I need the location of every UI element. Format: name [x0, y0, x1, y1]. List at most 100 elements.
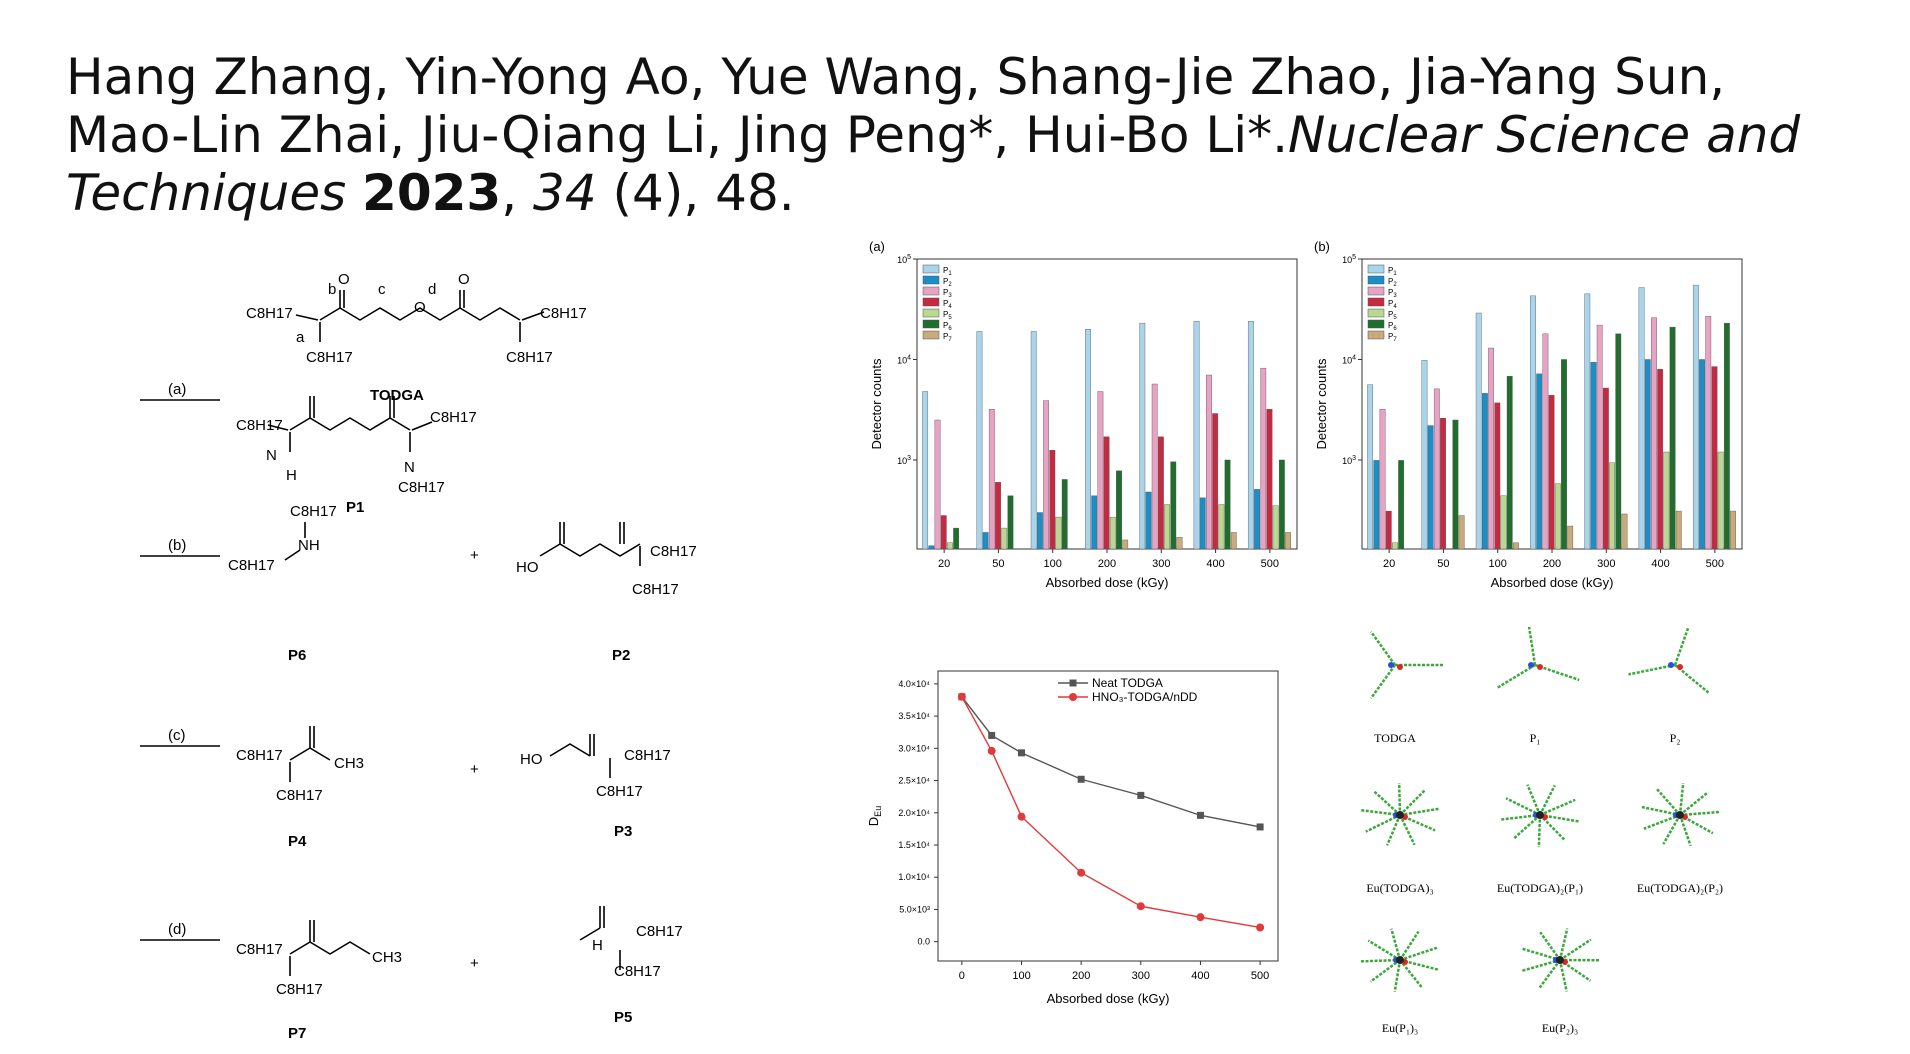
- bar: [1050, 450, 1055, 549]
- bar: [1718, 452, 1723, 549]
- y-tick-label: 103: [1342, 455, 1356, 466]
- legend-label: P3: [943, 288, 952, 299]
- bar: [1231, 532, 1236, 549]
- bar: [922, 392, 927, 549]
- bar: [1043, 401, 1048, 549]
- bar: [1140, 323, 1145, 549]
- legend-label: P3: [1388, 288, 1397, 299]
- y-tick-label: 2.5×10⁴: [898, 776, 930, 786]
- alkyl-chain: [1399, 783, 1400, 815]
- todga-letter-a: a: [296, 329, 305, 346]
- legend-label: P1: [943, 266, 952, 277]
- todga-c8-bottom-right: C8H17: [506, 349, 553, 366]
- structure-label: Eu(TODGA)₂(P₁): [1497, 881, 1583, 895]
- bar: [1549, 395, 1554, 549]
- bar: [1146, 492, 1151, 549]
- x-tick-label: 400: [1191, 970, 1209, 982]
- alkyl-chain: [1371, 632, 1395, 665]
- reaction-b-label: (b): [168, 537, 186, 554]
- bar: [1267, 409, 1272, 549]
- bar: [1513, 543, 1518, 549]
- p2-c8-right: C8H17: [650, 543, 697, 560]
- bar: [1693, 285, 1698, 549]
- y-tick-label: 3.0×10⁴: [898, 743, 930, 753]
- legend-label: P1: [1388, 266, 1397, 277]
- alkyl-chain: [1539, 815, 1540, 847]
- bar: [941, 516, 946, 549]
- bar: [1002, 528, 1007, 549]
- p4-ch3: CH3: [334, 755, 364, 772]
- structure-label: Eu(P₁)₃: [1382, 1021, 1418, 1035]
- y-tick-label: 2.0×10⁴: [898, 808, 930, 818]
- legend-label: P7: [943, 332, 952, 343]
- europium-atom: [1396, 956, 1404, 964]
- y-tick-label: 103: [897, 455, 911, 466]
- legend-label: P4: [1388, 299, 1397, 310]
- x-tick-label: 100: [1489, 558, 1507, 570]
- bar: [1476, 313, 1481, 549]
- data-point: [988, 732, 995, 739]
- alkyl-chain: [1680, 783, 1683, 815]
- x-tick-label: 200: [1072, 970, 1090, 982]
- bar: [1062, 479, 1067, 549]
- legend-swatch: [923, 298, 939, 306]
- structure-label: P₂: [1670, 731, 1681, 745]
- bar: [1568, 526, 1573, 549]
- x-axis-label: Absorbed dose (kGy): [1491, 575, 1614, 590]
- p1-n-right: N: [404, 459, 415, 476]
- todga-o-left: O: [338, 271, 350, 288]
- x-tick-label: 300: [1597, 558, 1615, 570]
- p2-label: P2: [612, 647, 630, 664]
- alkyl-chain: [1675, 628, 1688, 665]
- bar: [1730, 511, 1735, 549]
- alkyl-chain: [1560, 940, 1591, 960]
- structure-model: [1360, 929, 1438, 992]
- legend-label: Neat TODGA: [1092, 676, 1163, 690]
- structure-label: Eu(P₂)₃: [1542, 1021, 1578, 1035]
- nitrogen-atom: [1668, 662, 1674, 668]
- bar: [1092, 496, 1097, 549]
- structure-model: [1360, 783, 1439, 845]
- todga-letter-c: c: [378, 281, 386, 298]
- legend-label: P2: [1388, 277, 1397, 288]
- alkyl-chain: [1400, 790, 1425, 815]
- todga-letter-b: b: [328, 281, 336, 298]
- alkyl-chain: [1560, 929, 1567, 960]
- p1-label: P1: [346, 499, 364, 516]
- p2-ho: HO: [516, 559, 539, 576]
- p4-label: P4: [288, 833, 307, 850]
- legend-swatch: [923, 331, 939, 339]
- bar: [1530, 296, 1535, 549]
- todga-c8-left: C8H17: [246, 305, 293, 322]
- todga-ether-o: O: [414, 299, 426, 316]
- x-tick-label: 20: [938, 558, 950, 570]
- y-axis-label: DEu: [866, 806, 883, 826]
- legend-label: P2: [943, 277, 952, 288]
- y-tick-label: 0.0: [917, 937, 930, 947]
- bar: [947, 543, 952, 549]
- legend-swatch: [1368, 287, 1384, 295]
- bar: [1177, 537, 1182, 549]
- bar: [989, 409, 994, 549]
- bar: [1212, 414, 1217, 549]
- bar: [1171, 462, 1176, 549]
- alkyl-chain: [1628, 665, 1675, 674]
- todga-label: TODGA: [370, 387, 424, 404]
- structure-label: P₁: [1530, 731, 1541, 745]
- bar: [1008, 496, 1013, 549]
- nitrogen-atom: [1528, 662, 1534, 668]
- nitrogen-atom: [1388, 662, 1394, 668]
- structure-model: [1522, 929, 1600, 992]
- bar: [1225, 460, 1230, 549]
- bar: [1712, 367, 1717, 549]
- bar: [1254, 489, 1259, 549]
- bar: [1616, 334, 1621, 549]
- alkyl-chain: [1371, 960, 1400, 982]
- reaction-c-plus: +: [470, 761, 479, 778]
- alkyl-chain: [1371, 665, 1395, 698]
- bar: [1164, 505, 1169, 549]
- alkyl-chain: [1391, 929, 1400, 960]
- bar: [1386, 511, 1391, 549]
- bar: [1428, 426, 1433, 549]
